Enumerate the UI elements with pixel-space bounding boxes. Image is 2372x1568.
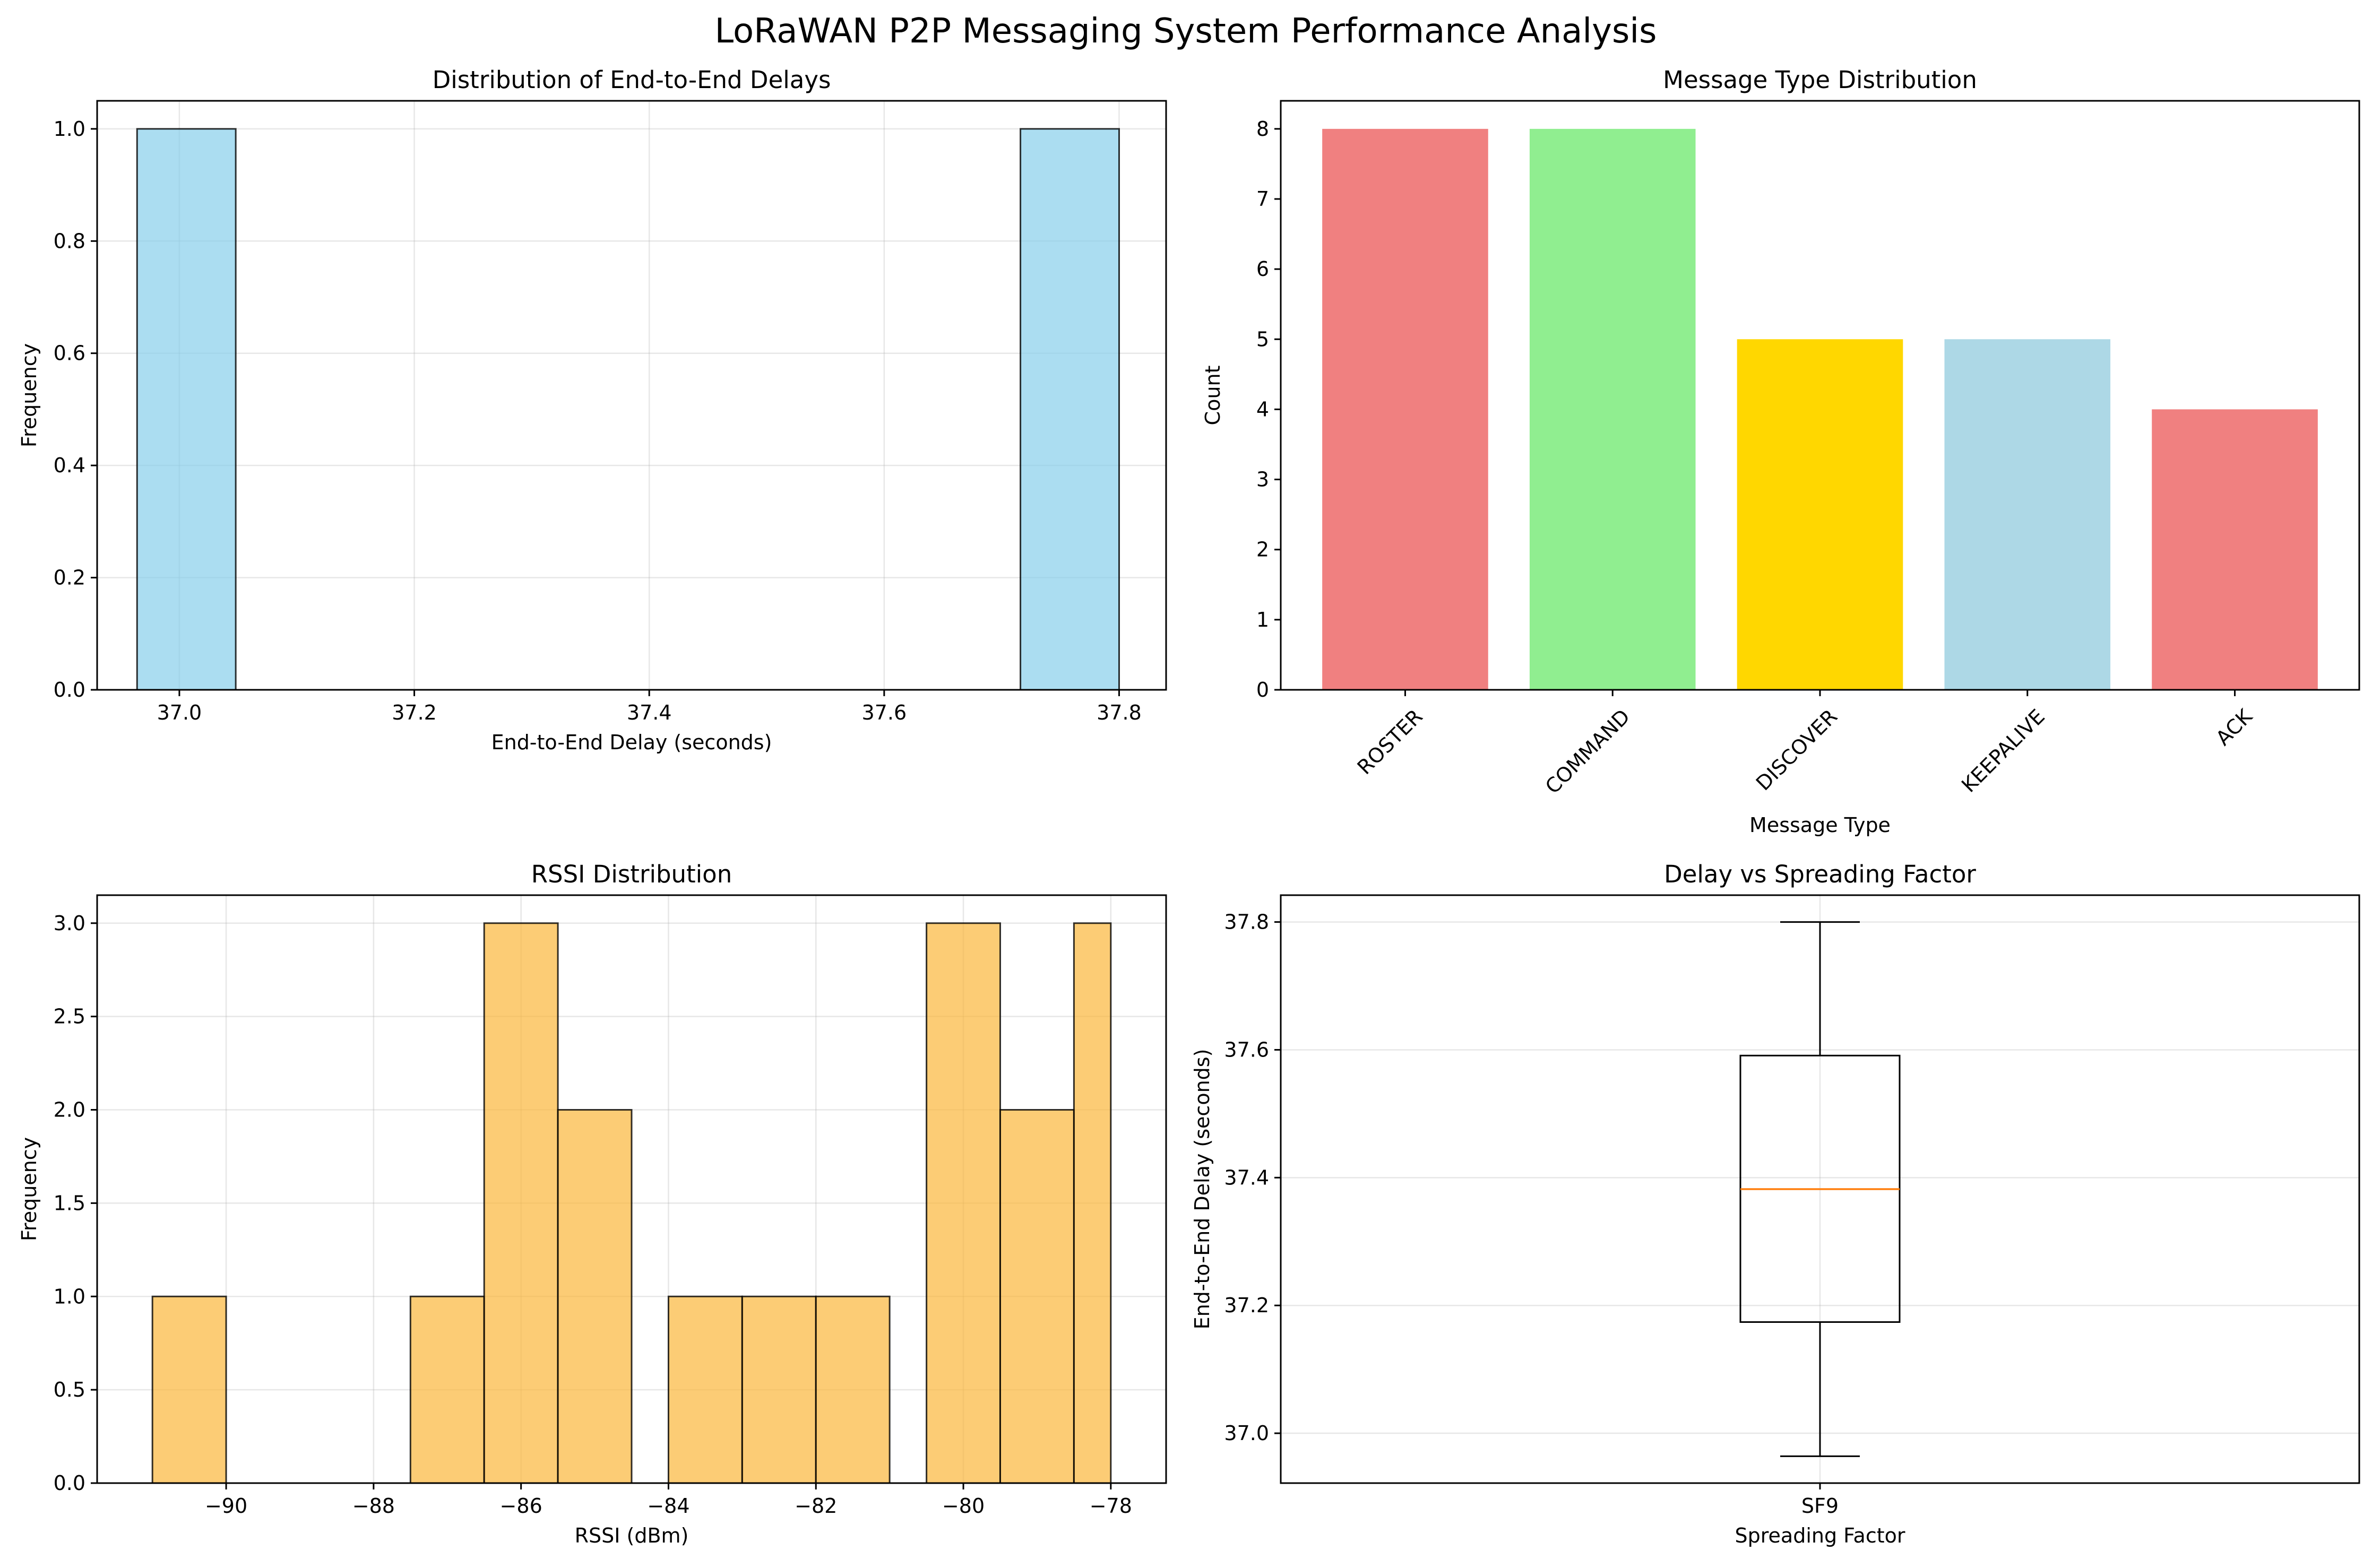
histogram-bar [151, 1295, 227, 1484]
x-tick-label: −82 [795, 1494, 837, 1518]
bar [1944, 339, 2111, 690]
y-tick-label: 0.5 [54, 1378, 85, 1401]
y-tick-label: 0.2 [54, 566, 85, 590]
y-axis-label: Frequency [18, 1137, 41, 1241]
histogram-bar [483, 922, 559, 1484]
message-type-panel: 0 1 2 3 4 5 6 7 8 ROSTER COMMAND DISCOVER KEEPALIVE A… [1201, 66, 2360, 837]
y-tick-label: 37.4 [1224, 1166, 1269, 1189]
x-tick-label: 37.2 [392, 701, 437, 724]
x-axis-label: End-to-End Delay (seconds) [491, 731, 772, 754]
panel-title: Delay vs Spreading Factor [1664, 860, 1976, 888]
histogram-bar [999, 1109, 1075, 1484]
y-tick-label: 37.8 [1224, 911, 1269, 934]
y-axis-label: Count [1201, 366, 1224, 426]
x-tick-label: −84 [647, 1494, 689, 1518]
y-axis-label: Frequency [18, 343, 41, 447]
x-tick-label: COMMAND [1541, 705, 1635, 799]
x-tick-label: ACK [2211, 704, 2257, 750]
y-tick-label: 37.6 [1224, 1038, 1269, 1061]
y-tick-label: 2.5 [54, 1005, 85, 1028]
axes-frame [96, 100, 1167, 691]
y-tick-label: 7 [1256, 187, 1269, 211]
x-tick-label: −90 [205, 1494, 247, 1518]
x-tick-label: 37.8 [1097, 701, 1142, 724]
rssi-histogram-panel: 0.0 0.5 1.0 1.5 2.0 2.5 3.0 −90 −88 −86 −84 −82 −80 −… [18, 860, 1167, 1547]
histogram-bar [926, 922, 1001, 1484]
y-tick-label: 6 [1256, 257, 1269, 281]
histogram-bar [815, 1295, 891, 1484]
delay-boxplot-panel: 37.0 37.2 37.4 37.6 37.8 SF9 Delay vs Spreadin… [1191, 860, 2360, 1547]
histogram-bar [741, 1295, 817, 1484]
x-tick-label: −86 [500, 1494, 542, 1518]
x-tick-label: 37.6 [862, 701, 907, 724]
x-tick-label: ROSTER [1353, 705, 1427, 779]
panel-title: RSSI Distribution [531, 860, 732, 888]
y-tick-label: 37.0 [1224, 1422, 1269, 1445]
x-tick-label: 37.0 [157, 701, 202, 724]
bar [1529, 128, 1696, 690]
x-tick-label: −88 [352, 1494, 395, 1518]
y-tick-label: 37.2 [1224, 1294, 1269, 1317]
y-tick-label: 1.0 [54, 1285, 85, 1308]
x-tick-label: KEEPALIVE [1957, 705, 2049, 797]
histogram-bar [557, 1109, 633, 1484]
y-tick-label: 0 [1256, 678, 1269, 701]
y-tick-label: 3.0 [54, 912, 85, 935]
y-tick-label: 5 [1256, 327, 1269, 351]
x-tick-label: SF9 [1801, 1494, 1839, 1518]
y-tick-label: 0.0 [54, 678, 85, 701]
y-tick-label: 4 [1256, 397, 1269, 421]
histogram-bar [1020, 128, 1120, 691]
x-tick-label: 37.4 [627, 701, 672, 724]
x-tick-label: −78 [1090, 1494, 1132, 1518]
y-tick-label: 1.0 [54, 117, 85, 141]
y-tick-label: 0.0 [54, 1471, 85, 1495]
histogram-bar [136, 128, 237, 691]
x-axis-label: Spreading Factor [1735, 1524, 1905, 1547]
y-tick-label: 2 [1256, 538, 1269, 561]
x-axis-label: RSSI (dBm) [575, 1524, 689, 1547]
y-tick-label: 3 [1256, 468, 1269, 491]
y-tick-label: 2.0 [54, 1098, 85, 1122]
y-tick-label: 1.5 [54, 1191, 85, 1215]
y-tick-label: 0.8 [54, 229, 85, 253]
panel-title: Message Type Distribution [1663, 66, 1977, 94]
histogram-bar [667, 1295, 743, 1484]
figure-title: LoRaWAN P2P Messaging System Performance… [714, 12, 1657, 51]
y-tick-label: 1 [1256, 608, 1269, 631]
y-tick-label: 0.6 [54, 342, 85, 365]
histogram-bar [409, 1295, 485, 1484]
y-tick-label: 8 [1256, 117, 1269, 141]
x-tick-label: DISCOVER [1752, 705, 1842, 795]
bar [1322, 128, 1488, 690]
x-tick-label: −80 [942, 1494, 985, 1518]
axes-frame [96, 894, 1167, 1484]
histogram-bar [1073, 922, 1112, 1484]
x-axis-label: Message Type [1749, 813, 1891, 837]
panel-title: Distribution of End-to-End Delays [433, 66, 831, 94]
bar [2152, 409, 2318, 690]
bar [1737, 339, 1903, 690]
y-tick-label: 0.4 [54, 454, 85, 477]
y-axis-label: End-to-End Delay (seconds) [1191, 1049, 1214, 1330]
delay-histogram-panel: 0.0 0.2 0.4 0.6 0.8 1.0 37.0 37.2 37.4 37.6 37.8 Di… [18, 66, 1167, 754]
